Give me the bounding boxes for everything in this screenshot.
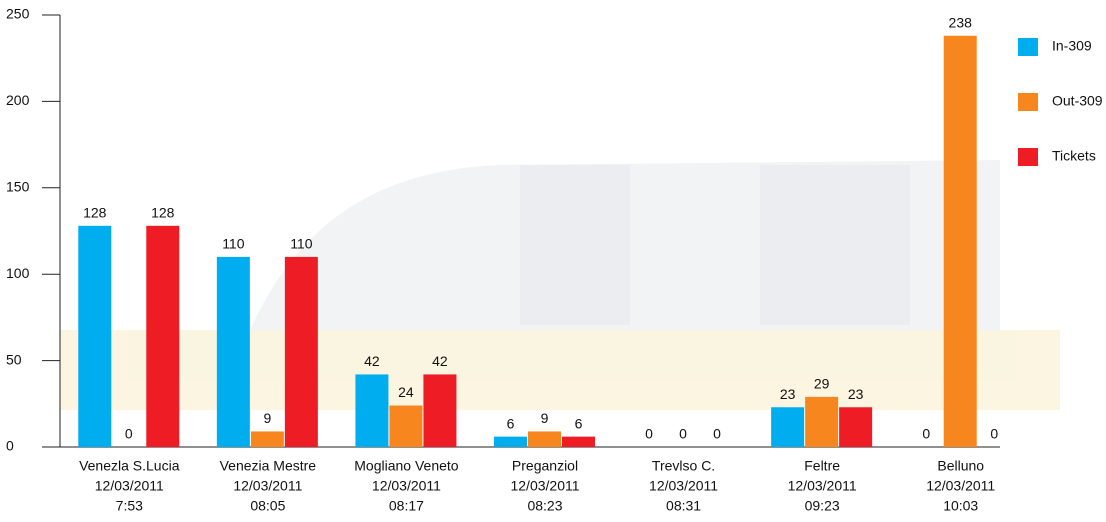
value-label: 0 (125, 426, 133, 442)
y-tick-label: 0 (6, 438, 14, 454)
bar (389, 406, 422, 447)
value-label: 128 (151, 205, 175, 221)
y-tick-label: 250 (6, 6, 30, 22)
legend-swatch (1018, 38, 1038, 56)
legend-label: In-309 (1052, 38, 1092, 54)
legend-swatch (1018, 93, 1038, 111)
bar (285, 257, 318, 447)
value-label: 128 (83, 205, 107, 221)
page: {"chart_data": {"type": "bar", "categori… (0, 0, 1106, 522)
legend-label: Tickets (1052, 148, 1096, 164)
y-tick-label: 200 (6, 92, 30, 108)
y-tick-label: 100 (6, 265, 30, 281)
x-tick-label: Venezla S.Lucia (79, 458, 180, 474)
x-tick-label: 7:53 (116, 498, 143, 514)
value-label: 0 (645, 426, 653, 442)
x-tick-label: 12/03/2011 (510, 478, 579, 494)
x-tick-label: 10:03 (943, 498, 978, 514)
value-label: 0 (679, 426, 687, 442)
x-tick-label: Trevlso C. (652, 458, 715, 474)
x-tick-label: 12/03/2011 (95, 478, 164, 494)
background-illustration (60, 160, 1060, 410)
chart: 0 50 100 150 200 250 Venezla S.Lucia 12/03/2011… (0, 0, 1106, 522)
bar (355, 374, 388, 447)
x-tick-label: 12/03/2011 (372, 478, 441, 494)
value-label: 42 (432, 353, 448, 369)
value-label: 29 (814, 376, 830, 392)
bar (839, 407, 872, 447)
x-tick-label: Mogliano Veneto (354, 458, 459, 474)
x-tick-label: 12/03/2011 (649, 478, 718, 494)
value-label: 24 (398, 384, 414, 400)
x-tick-label: 08:23 (527, 498, 562, 514)
legend-label: Out-309 (1052, 93, 1103, 109)
value-label: 0 (990, 426, 998, 442)
y-tick-label: 150 (6, 179, 30, 195)
x-tick-label: 12/03/2011 (233, 478, 302, 494)
value-label: 23 (848, 386, 864, 402)
x-tick-label: 08:05 (250, 498, 285, 514)
x-tick-label: Feltre (804, 458, 840, 474)
x-tick-label: 09:23 (805, 498, 840, 514)
value-label: 0 (713, 426, 721, 442)
bar (528, 431, 561, 447)
bar (251, 431, 284, 447)
value-label: 6 (507, 415, 515, 431)
x-tick-label: 12/03/2011 (926, 478, 995, 494)
bar (146, 226, 179, 447)
x-tick-label: 12/03/2011 (788, 478, 857, 494)
value-label: 0 (922, 426, 930, 442)
x-tick-label: 08:17 (389, 498, 424, 514)
bar (771, 407, 804, 447)
bar (494, 437, 527, 447)
bar (944, 36, 977, 447)
value-label: 6 (575, 415, 583, 431)
value-label: 110 (222, 236, 245, 252)
value-label: 9 (541, 410, 549, 426)
value-label: 42 (364, 353, 380, 369)
value-label: 238 (949, 14, 973, 30)
value-label: 23 (780, 386, 796, 402)
bar (423, 374, 456, 447)
bar (562, 437, 595, 447)
bar (78, 226, 111, 447)
bar (217, 257, 250, 447)
value-label: 110 (290, 236, 313, 252)
x-tick-label: Venezia Mestre (220, 458, 317, 474)
value-label: 9 (263, 410, 271, 426)
x-tick-label: Belluno (937, 458, 984, 474)
x-tick-label: 08:31 (666, 498, 701, 514)
bar (805, 397, 838, 447)
x-tick-label: Preganziol (512, 458, 578, 474)
y-tick-label: 50 (6, 351, 22, 367)
legend-swatch (1018, 148, 1038, 166)
